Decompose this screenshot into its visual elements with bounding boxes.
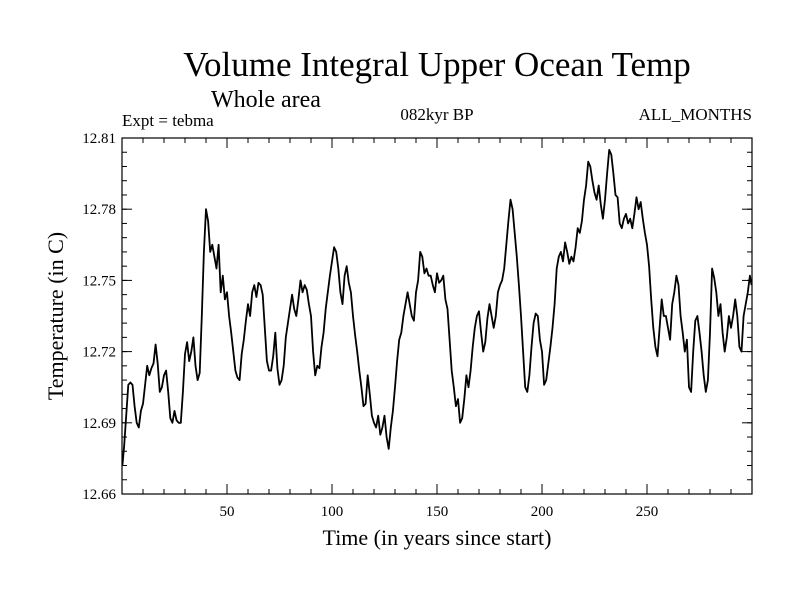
y-tick-label: 12.69 [82,416,116,432]
period-label: 082kyr BP [400,105,473,124]
chart-subtitle: Whole area [211,87,321,113]
x-axis-label: Time (in years since start) [323,525,552,550]
chart-title: Volume Integral Upper Ocean Temp [183,45,690,84]
months-label: ALL_MONTHS [639,105,752,124]
axis-ticks [122,137,752,495]
x-tick-label: 150 [426,504,449,520]
y-tick-label: 12.75 [82,273,116,289]
tick-labels: 50 100 150 200 250 12.66 12.69 12.72 12.75 12.78 1… [82,131,658,520]
x-tick-label: 200 [531,504,554,520]
plot-frame [121,137,753,495]
y-tick-label: 12.81 [82,131,116,147]
y-tick-label: 12.66 [82,487,116,503]
y-axis-label: Temperature (in C) [43,232,68,400]
temperature-series-line [121,148,753,466]
y-tick-label: 12.78 [82,202,116,218]
x-tick-label: 100 [321,504,344,520]
x-tick-label: 250 [636,504,659,520]
experiment-label: Expt = tebma [122,111,214,130]
x-tick-label: 50 [220,504,235,520]
y-tick-label: 12.72 [82,345,116,361]
plot-area [121,137,753,495]
